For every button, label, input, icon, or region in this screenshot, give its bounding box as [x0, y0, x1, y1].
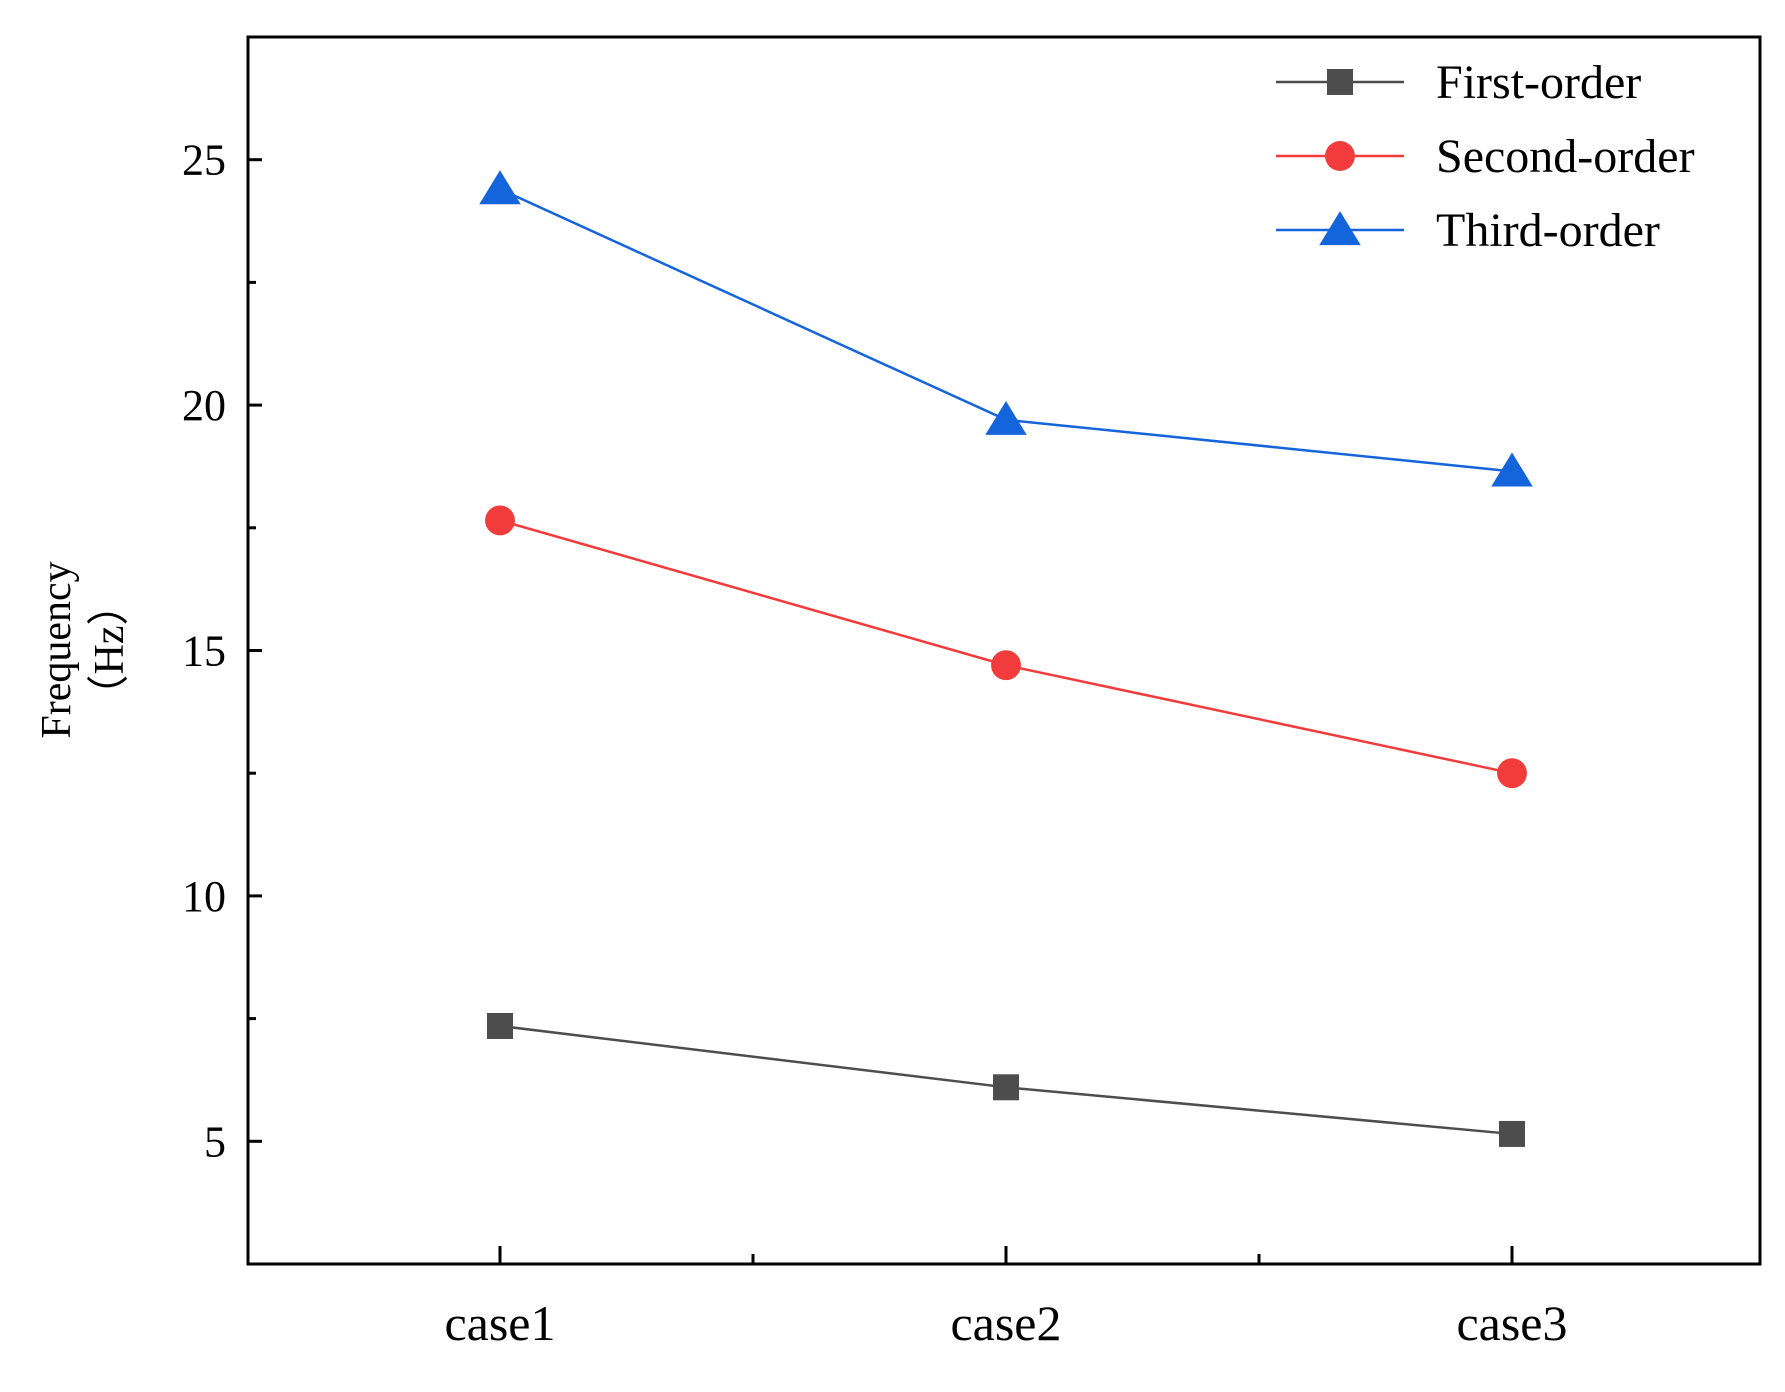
y-axis-label: Frequency [34, 561, 80, 738]
data-point-square [487, 1012, 513, 1039]
data-point-square [1327, 69, 1353, 95]
y-tick-label: 10 [182, 872, 226, 921]
y-tick-label: 15 [182, 627, 226, 676]
legend-item: First-order [1276, 56, 1641, 109]
series-line [499, 519, 1513, 775]
data-point-triangle [1491, 452, 1533, 487]
data-point-triangle [479, 170, 521, 205]
y-tick-label: 5 [204, 1117, 226, 1166]
data-point-triangle [985, 400, 1027, 435]
data-point-square [993, 1074, 1019, 1101]
y-axis: 5 10 15 20 25 [182, 35, 262, 1266]
x-tick-label: case1 [444, 1295, 555, 1351]
y-tick-label: 25 [182, 136, 226, 185]
data-point-circle [485, 505, 515, 536]
y-axis-unit: （Hz） [87, 584, 133, 717]
data-point-triangle [1319, 211, 1361, 246]
series-third-order [479, 170, 1533, 487]
data-point-circle [1497, 758, 1527, 789]
x-tick-label: case3 [1456, 1295, 1567, 1351]
x-axis: case1 case2 case3 [444, 1246, 1568, 1351]
series-first-order [487, 1012, 1525, 1147]
y-tick-label: 20 [182, 381, 226, 430]
x-tick-label: case2 [950, 1295, 1061, 1351]
legend-label: Second-order [1436, 130, 1695, 183]
series-second-order [485, 505, 1527, 789]
data-point-square [1499, 1120, 1525, 1147]
legend: First-order Second-order Third-order [1276, 56, 1695, 257]
series-layer [479, 170, 1533, 1147]
legend-item: Third-order [1276, 204, 1660, 257]
legend-label: First-order [1436, 56, 1641, 109]
data-point-circle [1325, 141, 1355, 171]
data-point-circle [991, 650, 1021, 681]
legend-label: Third-order [1436, 204, 1660, 257]
legend-item: Second-order [1276, 130, 1695, 183]
